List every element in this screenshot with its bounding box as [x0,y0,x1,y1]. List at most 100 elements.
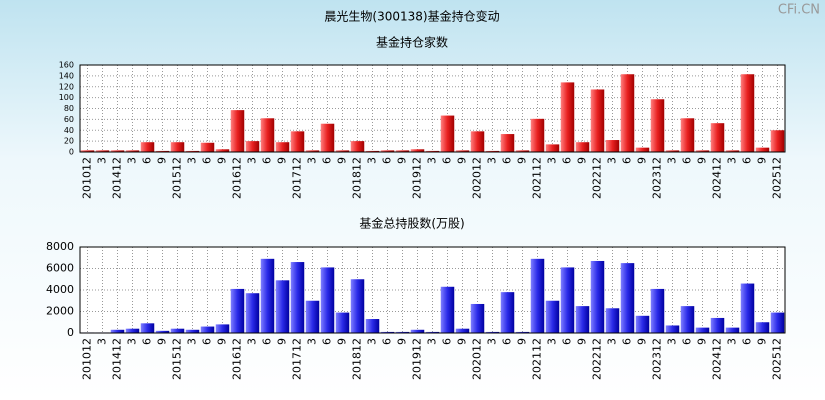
x-tick-label: 6 [441,338,454,345]
bar [230,288,245,333]
x-tick-label: 201912 [411,338,424,380]
bar [725,327,740,333]
bar [500,292,515,333]
x-tick-label: 3 [96,157,109,164]
x-tick-label: 6 [201,157,214,164]
y-tick-label: 120 [59,82,74,91]
bar [575,306,590,333]
x-tick-label: 9 [516,338,529,345]
bar [305,300,320,333]
bar [110,329,125,333]
x-tick-label: 201712 [291,338,304,380]
x-tick-label: 202312 [651,338,664,380]
bar [350,279,365,333]
bar [425,331,440,333]
x-tick-label: 6 [681,157,694,164]
bar [485,331,500,333]
x-tick-label: 201512 [171,157,184,199]
x-tick-label: 3 [486,338,499,345]
x-tick-label: 3 [366,338,379,345]
bar [740,74,755,152]
x-tick-label: 6 [681,338,694,345]
x-tick-label: 3 [306,338,319,345]
y-tick-label: 100 [59,93,74,102]
x-tick-label: 202012 [471,157,484,199]
y-tick-label: 2000 [46,305,74,318]
x-tick-label: 202212 [591,157,604,199]
bar [125,328,140,333]
x-tick-label: 9 [216,157,229,164]
x-tick-label: 201512 [171,338,184,380]
bar [665,150,680,152]
bar [200,142,215,152]
y-tick-label: 40 [64,126,74,135]
x-tick-label: 201612 [231,338,244,380]
x-tick-label: 202112 [531,157,544,199]
y-tick-label: 6000 [46,262,74,275]
y-tick-label: 80 [64,104,74,113]
x-tick-label: 202412 [711,338,724,380]
bar [80,150,95,152]
x-tick-label: 3 [606,338,619,345]
x-tick-label: 202012 [471,338,484,380]
bar [305,150,320,152]
bar [200,326,215,333]
x-tick-label: 3 [126,338,139,345]
x-tick-label: 6 [501,338,514,345]
bar [665,325,680,333]
y-tick-label: 160 [59,61,74,70]
bar [95,150,110,152]
x-tick-label: 202512 [771,157,784,199]
x-tick-label: 3 [186,157,199,164]
x-tick-label: 9 [576,338,589,345]
x-tick-label: 9 [156,157,169,164]
x-tick-label: 201712 [291,157,304,199]
bar [245,293,260,333]
bar [755,147,770,152]
x-tick-label: 3 [546,157,559,164]
bar [560,267,575,333]
x-tick-label: 9 [696,157,709,164]
bar [290,131,305,152]
x-tick-label: 6 [741,157,754,164]
bar [605,140,620,152]
bar [515,331,530,333]
chart-title: 基金总持股数(万股) [359,216,464,231]
x-tick-label: 3 [246,157,259,164]
bar [230,110,245,152]
x-tick-label: 201412 [111,338,124,380]
bar [260,118,275,152]
bar [770,312,785,333]
x-tick-label: 9 [396,338,409,345]
x-tick-label: 6 [321,338,334,345]
x-tick-label: 6 [261,338,274,345]
bar [335,150,350,152]
x-tick-label: 6 [441,157,454,164]
bar [695,150,710,152]
y-tick-label: 8000 [46,240,74,253]
x-tick-label: 9 [336,157,349,164]
x-tick-label: 3 [486,157,499,164]
bar [680,306,695,333]
x-tick-label: 9 [696,338,709,345]
x-tick-label: 3 [186,338,199,345]
x-tick-label: 9 [336,338,349,345]
x-tick-label: 3 [306,157,319,164]
bar [350,141,365,152]
y-tick-label: 0 [67,326,74,339]
x-tick-label: 6 [381,157,394,164]
bar [470,303,485,333]
x-tick-label: 6 [141,338,154,345]
x-tick-label: 3 [426,338,439,345]
bar [320,123,335,152]
bar [650,288,665,333]
x-tick-label: 6 [561,157,574,164]
bar [575,142,590,152]
x-tick-label: 9 [156,338,169,345]
bar [275,280,290,333]
x-tick-label: 201812 [351,338,364,380]
x-tick-label: 201912 [411,157,424,199]
plot-border [79,64,786,153]
x-tick-label: 6 [201,338,214,345]
